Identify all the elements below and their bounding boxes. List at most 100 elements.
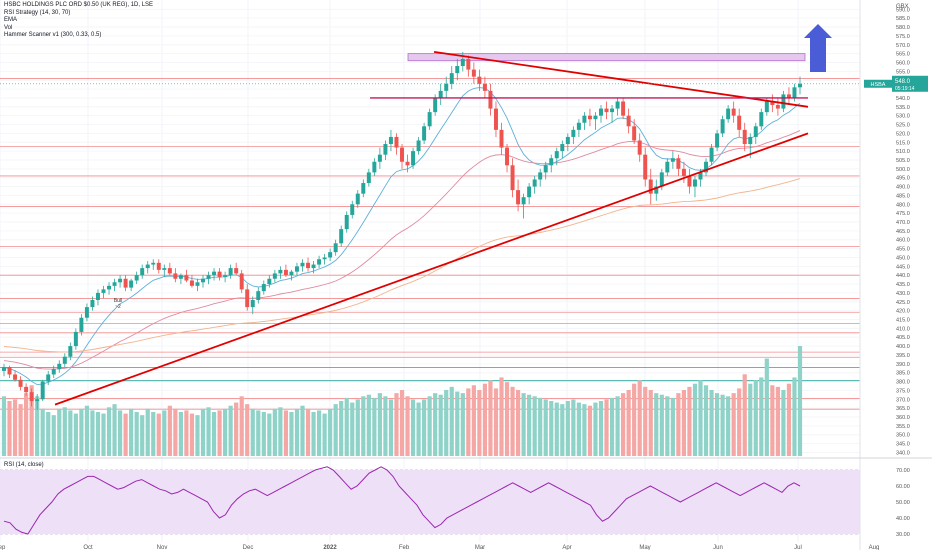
annotations: HSBA 548.005:19:14 Bull~2 [0,24,928,310]
y-tick-label: 375.0 [896,388,910,394]
candle-body [129,280,134,288]
candle-body [151,262,156,265]
candle-body [748,136,753,145]
candle-body [118,278,123,283]
volume-bar [549,401,554,456]
legend-ema: EMA [4,17,18,23]
candle-body [593,115,598,120]
candle-body [328,252,333,258]
volume-bar [615,396,620,456]
candle-body [377,154,382,162]
candle-body [775,105,780,109]
candle-body [90,300,95,308]
countdown-label: 05:19:14 [895,86,915,92]
y-tick-label: 475.0 [896,211,910,217]
x-tick-label: Dec [243,545,254,550]
volume-bar [621,393,626,456]
volume-bar [482,383,488,456]
volume-bar [339,401,344,456]
candle-body [217,271,222,277]
volume-bar [256,410,261,456]
candle-body [516,190,521,205]
y-tick-label: 515.0 [896,140,910,146]
y-tick-label: 360.0 [896,415,910,421]
volume-bar [565,401,570,456]
y-tick-label: 400.0 [896,344,910,350]
candle-body [599,108,603,116]
volume-bar [294,408,300,456]
y-tick-label: 570.0 [896,43,910,49]
volume-bar [681,390,687,456]
y-tick-label: 380.0 [896,380,910,386]
candle-body [361,183,366,194]
y-tick-label: 415.0 [896,318,910,324]
volume-bar [416,402,421,456]
volume-bar [173,408,178,456]
volume-bar [759,377,764,456]
volume-bar [361,396,366,456]
candle-body [687,175,692,187]
volume-bar [57,408,62,456]
volume-bar [676,393,681,456]
rsi-tick-label: 50.00 [896,500,910,506]
volume-bar [587,405,593,456]
candle-body [798,83,802,88]
candle-body [466,58,471,70]
candle-body [510,165,515,191]
volume-bar [764,358,769,456]
candle-body [40,381,45,400]
candle-body [770,101,775,106]
legend-vol: Vol [4,24,13,31]
candle-body [184,275,189,281]
volume-bar [510,386,515,456]
volume-bar [720,394,725,456]
candle-body [311,264,316,269]
candle-body [433,97,438,113]
x-tick-label: Jun [713,545,723,550]
volume-bar [399,390,405,456]
candle-body [201,278,205,283]
candle-body [322,257,327,260]
volume-bar [167,405,172,456]
y-tick-label: 535.0 [896,105,910,111]
y-tick-label: 485.0 [896,193,910,199]
volume-bar [200,408,206,456]
x-tick-label: Sep [0,545,6,550]
candle-body [576,122,581,130]
volume-bar [781,390,786,456]
volume-bar [112,404,117,456]
y-tick-label: 365.0 [896,406,910,412]
volume-bar [300,405,305,456]
volume-bar [709,390,714,456]
x-tick-label: Jul [794,545,802,550]
ema-long-line [3,178,801,353]
volume-bar [554,402,559,456]
candle-body [162,268,167,270]
candle-body [455,66,460,74]
candle-body [676,158,681,169]
candle-body [29,392,34,402]
volume-bar [797,346,803,456]
volume-bar [737,388,742,456]
candle-body [648,179,653,194]
candle-body [726,108,731,120]
x-tick-label: 2022 [323,545,337,550]
y-tick-label: 560.0 [896,60,910,66]
y-tick-label: 540.0 [896,96,910,102]
volume-bar [228,405,233,456]
volume-bar [1,396,7,456]
volume-bar [355,399,360,456]
volume-bar [493,388,499,456]
volume-bar [521,393,526,456]
volume-bar [444,390,449,456]
candle-body [156,262,161,270]
candle-body [317,259,322,265]
candle-body [792,87,797,98]
y-tick-label: 580.0 [896,25,910,31]
candle-body [350,204,355,215]
candle-body [709,147,714,162]
y-tick-label: 525.0 [896,123,910,129]
y-tick-label: 575.0 [896,34,910,40]
candle-body [632,126,637,141]
